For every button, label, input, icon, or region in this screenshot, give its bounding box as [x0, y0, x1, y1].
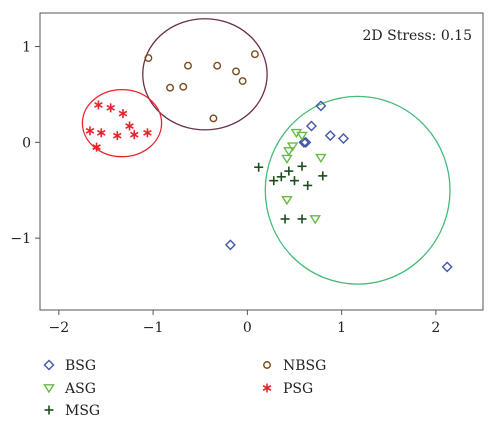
data-point-nbsg	[179, 82, 188, 91]
legend-item-bsg: BSG	[43, 358, 96, 374]
legend-label: PSG	[283, 381, 313, 397]
y-tick-label: 1	[22, 40, 31, 56]
data-point-msg	[297, 214, 307, 224]
data-point-asg	[286, 142, 299, 152]
data-point-asg	[281, 154, 293, 164]
legend-item-psg: PSG	[262, 381, 313, 397]
data-point-msg	[254, 162, 264, 172]
data-point-psg	[143, 128, 152, 138]
legend-marker-msg	[44, 405, 54, 415]
data-points	[85, 50, 453, 273]
data-point-nbsg	[250, 50, 259, 59]
legend-item-msg: MSG	[44, 403, 100, 419]
legend: BSG NBSG ASG PSG MSG	[43, 358, 326, 419]
data-point-psg	[118, 109, 128, 119]
data-point-bsg	[298, 136, 310, 148]
legend-item-nbsg: NBSG	[263, 358, 326, 374]
data-point-asg	[296, 131, 308, 142]
cluster-ellipse	[264, 95, 451, 285]
data-point-msg	[289, 176, 299, 186]
data-point-nbsg	[213, 61, 222, 70]
data-point-asg	[315, 153, 327, 164]
data-point-msg	[284, 166, 294, 176]
data-point-nbsg	[166, 83, 175, 92]
data-point-bsg	[324, 130, 336, 142]
x-tick-label: 0	[243, 320, 252, 336]
data-point-psg	[92, 142, 101, 152]
data-point-nbsg	[238, 77, 247, 85]
legend-marker-psg	[262, 383, 272, 393]
cluster-ellipse	[142, 18, 268, 131]
legend-item-asg: ASG	[43, 381, 96, 397]
data-point-bsg	[315, 100, 327, 112]
legend-label: BSG	[65, 358, 96, 374]
data-point-asg	[281, 195, 293, 206]
data-point-bsg	[305, 120, 317, 132]
legend-marker-nbsg	[263, 361, 271, 369]
plot-frame	[39, 12, 484, 311]
data-point-psg	[125, 121, 134, 131]
x-axis: −2 −1 0 1 2	[49, 310, 440, 336]
legend-marker-bsg	[43, 359, 55, 371]
data-point-psg	[129, 130, 139, 140]
x-tick-label: 2	[431, 320, 440, 336]
data-point-psg	[85, 126, 95, 136]
cluster-ellipses	[81, 18, 451, 285]
data-point-bsg	[224, 239, 236, 251]
legend-label: ASG	[64, 381, 96, 397]
data-point-nbsg	[232, 67, 240, 76]
data-point-nbsg	[209, 114, 218, 123]
legend-label: MSG	[65, 403, 100, 419]
data-point-nbsg	[184, 61, 192, 70]
data-point-msg	[297, 161, 307, 171]
legend-label: NBSG	[283, 358, 326, 374]
stress-annotation: 2D Stress: 0.15	[363, 28, 472, 44]
y-tick-label: 0	[22, 135, 31, 151]
cluster-ellipse	[81, 88, 163, 158]
x-tick-label: 1	[337, 320, 346, 336]
legend-marker-asg	[43, 384, 55, 394]
data-point-msg	[276, 172, 286, 182]
data-point-psg	[112, 131, 122, 141]
data-point-psg	[96, 128, 106, 138]
data-point-bsg	[300, 136, 312, 148]
data-point-psg	[106, 103, 115, 113]
x-tick-label: −2	[49, 320, 70, 336]
data-point-msg	[269, 176, 279, 186]
data-point-msg	[280, 214, 290, 224]
x-tick-label: −1	[143, 320, 164, 336]
data-point-bsg	[338, 133, 349, 144]
y-tick-label: −1	[10, 231, 31, 247]
data-point-msg	[303, 180, 313, 190]
data-point-nbsg	[144, 54, 153, 62]
data-point-bsg	[441, 261, 453, 273]
y-axis: −1 0 1	[10, 40, 40, 247]
data-point-psg	[94, 100, 103, 110]
data-point-msg	[318, 171, 328, 181]
data-point-asg	[283, 147, 295, 157]
data-point-asg	[309, 215, 321, 225]
